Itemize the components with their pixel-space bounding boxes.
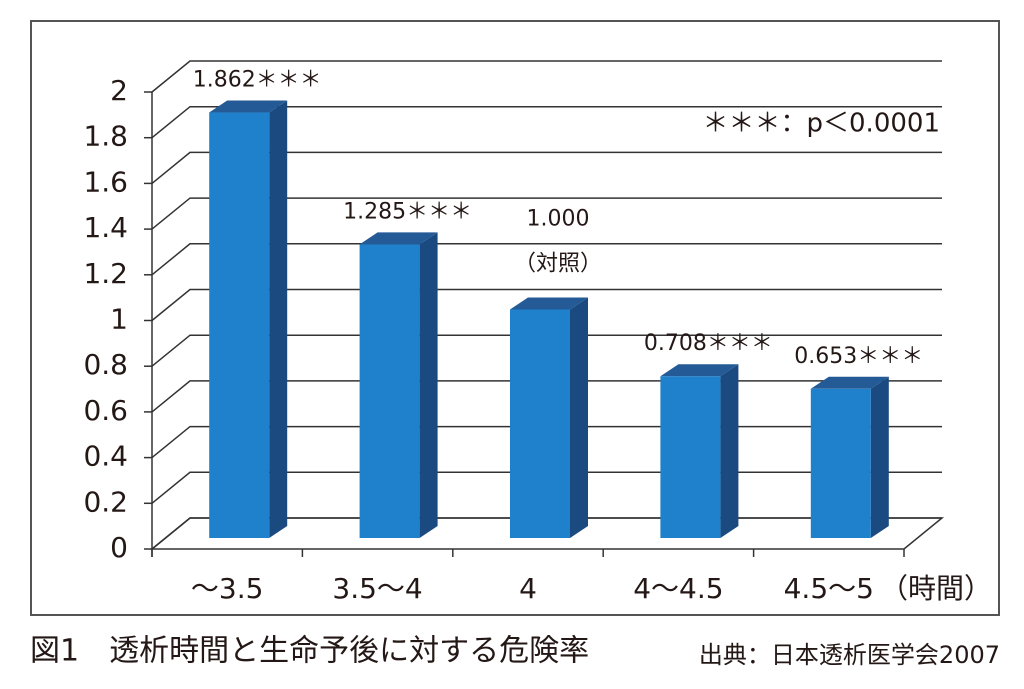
x-tick-label: 4.5〜5: [784, 572, 874, 605]
source: 出典：日本透析医学会2007: [699, 641, 1000, 669]
x-unit: （時間）: [880, 572, 992, 605]
bar: [810, 388, 871, 538]
x-tick-label: 4〜4.5: [633, 572, 723, 605]
chart-frame: [30, 20, 1000, 616]
y-tick-label: 1.6: [83, 165, 128, 198]
data-note: （対照）: [514, 252, 602, 277]
y-tick-label: 2: [110, 74, 128, 107]
data-label: 1.862＊＊＊: [193, 68, 322, 93]
grid-line: [151, 334, 942, 367]
bar-side: [870, 376, 889, 538]
x-tick-label: 4: [519, 572, 537, 605]
y-tick-label: 1.4: [83, 211, 128, 244]
bar: [510, 309, 570, 538]
caption: 図1 透析時間と生命予後に対する危険率: [30, 634, 589, 669]
bar: [359, 244, 420, 538]
bar-top: [660, 364, 739, 377]
bar: [660, 376, 721, 538]
bar-top: [810, 376, 889, 389]
grid-line: [151, 60, 942, 93]
data-label: 0.708＊＊＊: [644, 331, 773, 356]
bar-side: [269, 100, 288, 539]
grid-line: [151, 243, 942, 276]
data-label: 1.000: [527, 207, 590, 232]
y-tick-label: 1.2: [83, 257, 128, 290]
y-tick-label: 0.4: [83, 440, 128, 473]
bar-top: [510, 297, 588, 310]
grid-line: [151, 288, 942, 322]
bar-side: [570, 297, 588, 538]
data-label: 0.653＊＊＊: [794, 344, 923, 369]
bar-side: [720, 364, 739, 538]
bar: [209, 112, 270, 539]
grid-line: [151, 197, 942, 230]
bar-side: [419, 232, 438, 538]
y-tick-label: 1: [110, 303, 128, 336]
bar-top: [209, 100, 288, 113]
bar-top: [359, 232, 438, 245]
x-tick-label: 3.5〜4: [332, 572, 422, 605]
y-tick-label: 0: [110, 531, 128, 564]
significance-note: ＊＊＊：p＜0.0001: [703, 109, 940, 139]
x-tick-label: 〜3.5: [191, 572, 264, 605]
y-tick-label: 0.8: [83, 348, 128, 381]
y-tick-label: 1.8: [83, 120, 128, 153]
y-tick-label: 0.6: [83, 394, 128, 427]
y-tick-label: 0.2: [83, 485, 128, 518]
grid-line: [151, 105, 942, 139]
data-label: 1.285＊＊＊: [343, 199, 472, 224]
grid-line: [151, 151, 942, 184]
